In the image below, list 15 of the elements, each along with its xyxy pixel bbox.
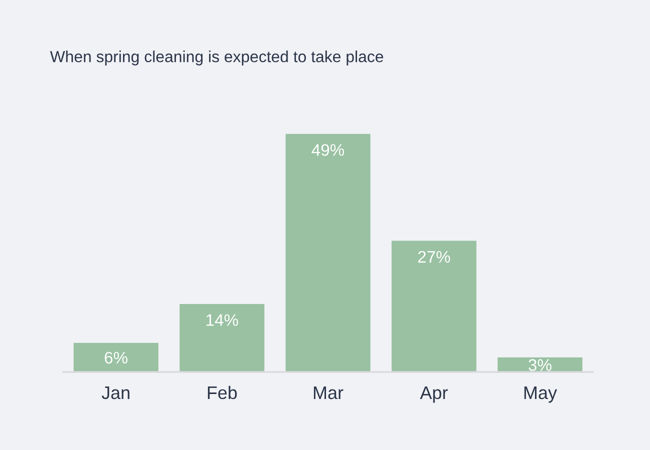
data-label: 3% xyxy=(528,359,552,371)
data-label: 14% xyxy=(206,314,238,326)
bar xyxy=(180,304,264,372)
x-tick-label: Jan xyxy=(102,386,130,400)
bar xyxy=(74,342,158,372)
bar xyxy=(392,240,476,372)
bar xyxy=(286,134,370,372)
x-tick-label: Mar xyxy=(314,386,344,400)
data-label: 49% xyxy=(312,144,344,156)
x-tick-label: Feb xyxy=(208,386,237,400)
data-label: 27% xyxy=(418,250,450,263)
data-label: 6% xyxy=(104,352,128,364)
x-tick-label: Apr xyxy=(420,386,448,403)
x-tick-label: May xyxy=(524,386,558,403)
chart-title: When spring cleaning is expected to take place xyxy=(50,50,384,66)
